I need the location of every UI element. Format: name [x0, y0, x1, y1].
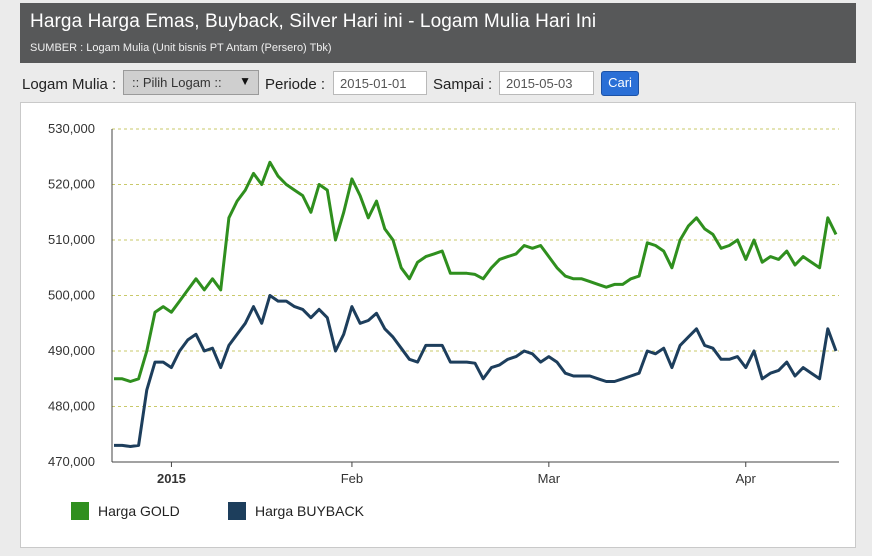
filter-bar: Logam Mulia : :: Pilih Logam :: ▼ Period…: [20, 70, 856, 100]
legend-label-buyback: Harga BUYBACK: [255, 503, 365, 519]
y-tick-label: 520,000: [48, 177, 95, 192]
until-label: Sampai :: [433, 76, 493, 93]
search-button[interactable]: Cari: [601, 71, 639, 96]
dropdown-arrow-icon: ▼: [239, 74, 251, 88]
metal-select[interactable]: :: Pilih Logam :: ▼: [123, 70, 259, 95]
y-tick-label: 530,000: [48, 121, 95, 136]
period-end-value: 2015-05-03: [506, 76, 573, 91]
y-tick-label: 510,000: [48, 232, 95, 247]
period-end-input[interactable]: 2015-05-03: [499, 71, 594, 95]
y-tick-label: 470,000: [48, 454, 95, 469]
period-start-input[interactable]: 2015-01-01: [333, 71, 427, 95]
buyback-price-line: [114, 294, 838, 448]
x-tick-label: Apr: [736, 471, 757, 486]
page-title: Harga Harga Emas, Buyback, Silver Hari i…: [30, 11, 597, 32]
metal-label: Logam Mulia :: [22, 76, 117, 93]
x-tick-label: Feb: [341, 471, 363, 486]
source-note: SUMBER : Logam Mulia (Unit bisnis PT Ant…: [30, 42, 332, 54]
legend-swatch-gold: [71, 502, 89, 520]
legend-swatch-buyback: [228, 502, 246, 520]
legend-label-gold: Harga GOLD: [98, 503, 180, 519]
y-tick-label: 480,000: [48, 399, 95, 414]
y-tick-label: 500,000: [48, 288, 95, 303]
x-tick-label: 2015: [157, 471, 186, 486]
metal-select-value: :: Pilih Logam ::: [132, 75, 222, 90]
y-tick-label: 490,000: [48, 343, 95, 358]
page-header: Harga Harga Emas, Buyback, Silver Hari i…: [20, 3, 856, 63]
chart-panel: 530,000 520,000 510,000 500,000 490,000 480,0…: [20, 102, 856, 548]
gold-price-line: [114, 160, 838, 383]
period-label: Periode :: [265, 76, 326, 93]
period-start-value: 2015-01-01: [340, 76, 407, 91]
x-tick-label: Mar: [538, 471, 561, 486]
price-chart: 530,000 520,000 510,000 500,000 490,000 480,0…: [48, 121, 839, 520]
